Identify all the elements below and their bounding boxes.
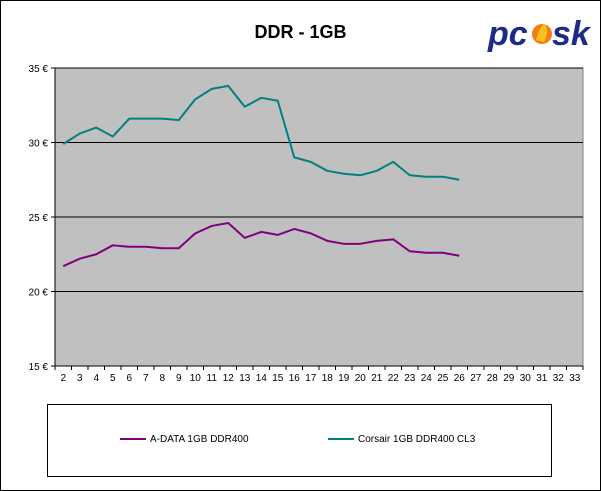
y-axis-ticks: 15 € 20 € 25 € 30 € 35 € [29, 64, 56, 373]
x-tick-label: 19 [338, 373, 350, 384]
x-tick-label: 17 [305, 373, 317, 384]
svg-text:pc: pc [487, 15, 528, 53]
x-tick-label: 33 [569, 373, 581, 384]
x-tick-label: 18 [322, 373, 334, 384]
x-tick-label: 20 [355, 373, 367, 384]
y-tick-label: 35 € [29, 64, 49, 75]
x-tick-label: 21 [371, 373, 383, 384]
series-line-2 [62, 84, 460, 181]
x-tick-label: 11 [207, 373, 218, 384]
legend: A-DATA 1GB DDR400 Corsair 1GB DDR400 CL3 [47, 404, 552, 477]
x-tick-label: 15 [272, 373, 284, 384]
y-tick-label: 30 € [29, 139, 49, 150]
legend-item-series-1: A-DATA 1GB DDR400 [120, 434, 249, 445]
x-tick-label: 29 [503, 373, 515, 384]
x-tick-label: 16 [289, 373, 301, 384]
x-axis-ticks: 2 3 4 5 6 7 8 9 10 11 12 13 14 15 16 17 18 19 20 21 22 23 24 25… [54, 365, 584, 384]
y-tick-label: 20 € [29, 288, 49, 299]
x-tick-label: 12 [223, 373, 235, 384]
x-tick-label: 25 [437, 373, 449, 384]
x-tick-label: 28 [487, 373, 499, 384]
x-tick-label: 13 [239, 373, 251, 384]
x-tick-label: 7 [143, 373, 149, 384]
x-tick-label: 4 [93, 373, 99, 384]
svg-text:sk: sk [552, 15, 592, 53]
x-tick-label: 32 [553, 373, 565, 384]
x-tick-label: 22 [388, 373, 400, 384]
x-tick-label: 2 [60, 373, 66, 384]
x-tick-label: 30 [520, 373, 532, 384]
x-tick-label: 23 [404, 373, 416, 384]
x-tick-label: 3 [77, 373, 83, 384]
x-tick-label: 5 [110, 373, 116, 384]
series-line-1 [62, 221, 460, 268]
x-tick-label: 24 [421, 373, 433, 384]
legend-swatch-series-2 [328, 438, 354, 441]
legend-label-series-1: A-DATA 1GB DDR400 [150, 434, 249, 445]
brand-logo: pc sk [487, 15, 592, 53]
legend-item-series-2: Corsair 1GB DDR400 CL3 [328, 434, 475, 445]
legend-swatch-series-1 [120, 438, 146, 441]
x-tick-label: 14 [256, 373, 268, 384]
x-tick-label: 26 [454, 373, 466, 384]
x-tick-label: 9 [176, 373, 182, 384]
x-tick-label: 10 [190, 373, 202, 384]
chart-title: DDR - 1GB [254, 22, 347, 42]
x-tick-label: 6 [126, 373, 132, 384]
y-tick-label: 15 € [29, 362, 49, 373]
x-tick-label: 31 [536, 373, 548, 384]
y-tick-label: 25 € [29, 213, 49, 224]
x-tick-label: 8 [159, 373, 165, 384]
legend-label-series-2: Corsair 1GB DDR400 CL3 [358, 434, 476, 445]
x-tick-label: 27 [470, 373, 482, 384]
series-lines [62, 84, 460, 268]
